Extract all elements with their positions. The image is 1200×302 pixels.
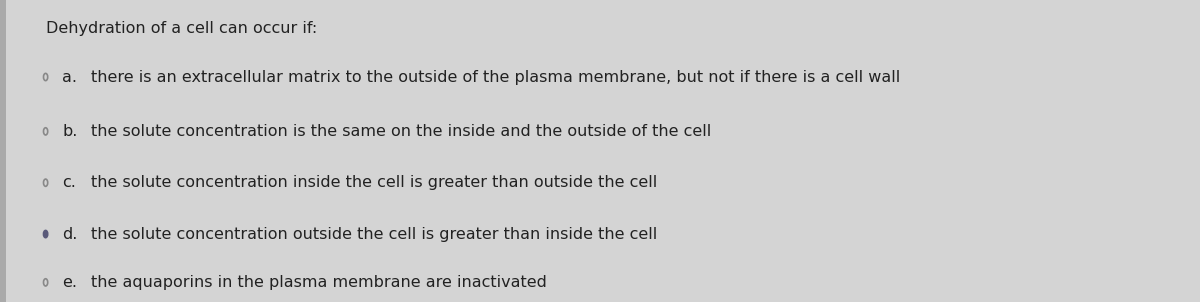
Text: c.: c.	[62, 175, 77, 190]
Text: the aquaporins in the plasma membrane are inactivated: the aquaporins in the plasma membrane ar…	[91, 275, 547, 290]
Text: Dehydration of a cell can occur if:: Dehydration of a cell can occur if:	[46, 21, 317, 36]
Text: there is an extracellular matrix to the outside of the plasma membrane, but not : there is an extracellular matrix to the …	[91, 69, 900, 85]
Text: the solute concentration is the same on the inside and the outside of the cell: the solute concentration is the same on …	[91, 124, 712, 139]
Ellipse shape	[43, 230, 48, 238]
Text: the solute concentration inside the cell is greater than outside the cell: the solute concentration inside the cell…	[91, 175, 658, 190]
Text: d.: d.	[62, 226, 78, 242]
FancyBboxPatch shape	[0, 0, 6, 302]
Text: a.: a.	[62, 69, 78, 85]
Text: b.: b.	[62, 124, 78, 139]
Text: e.: e.	[62, 275, 78, 290]
Text: the solute concentration outside the cell is greater than inside the cell: the solute concentration outside the cel…	[91, 226, 658, 242]
